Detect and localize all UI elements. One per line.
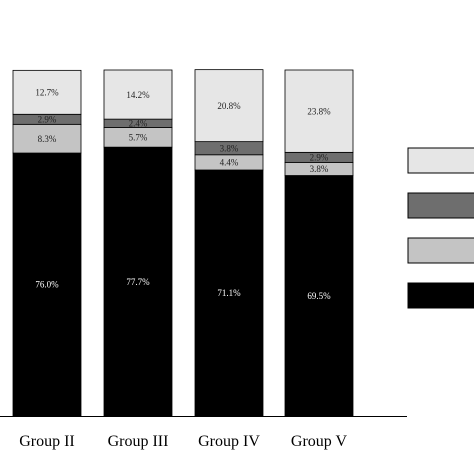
data-label: 23.8%: [307, 106, 331, 116]
data-label: 2.4%: [129, 118, 148, 128]
data-label: 14.2%: [126, 90, 150, 100]
data-label: 76.0%: [35, 280, 59, 290]
data-label: 71.1%: [217, 288, 241, 298]
data-label: 12.7%: [35, 88, 59, 98]
bar-segment: [194, 169, 264, 417]
bar-segment: [12, 69, 82, 115]
bar-segment: [103, 69, 173, 120]
bar-segment: [12, 152, 82, 417]
category-tick-label: Group II: [19, 433, 75, 450]
data-label: 4.4%: [220, 158, 239, 168]
data-label: 8.3%: [38, 134, 57, 144]
category-tick-label: Group V: [291, 433, 348, 450]
data-label: 2.9%: [310, 153, 329, 163]
legend-swatch: [407, 237, 474, 264]
legend-swatch: [407, 192, 474, 219]
data-label: 20.8%: [217, 101, 241, 111]
bar-segment: [194, 69, 264, 143]
data-label: 5.7%: [129, 132, 148, 142]
category-labels: Group II Group III Group IV Group V: [19, 433, 347, 450]
legend-swatch: [407, 147, 474, 174]
legend-swatch: [407, 282, 474, 309]
data-label: 77.7%: [126, 277, 150, 287]
data-label: 3.8%: [310, 164, 329, 174]
legend: [407, 147, 474, 309]
data-label: 69.5%: [307, 291, 331, 301]
bar-segment: [284, 69, 354, 153]
category-tick-label: Group III: [108, 433, 169, 450]
data-label: 2.9%: [38, 115, 57, 125]
data-label: 3.8%: [220, 143, 239, 153]
bar-segment: [12, 123, 82, 154]
bar-segment: [103, 146, 173, 417]
category-tick-label: Group IV: [198, 433, 260, 450]
plot-area: 76.0% 8.3% 2.9% 12.7% 77.7% 5.7% 2.4% 14.2% 71.1…: [12, 69, 354, 417]
